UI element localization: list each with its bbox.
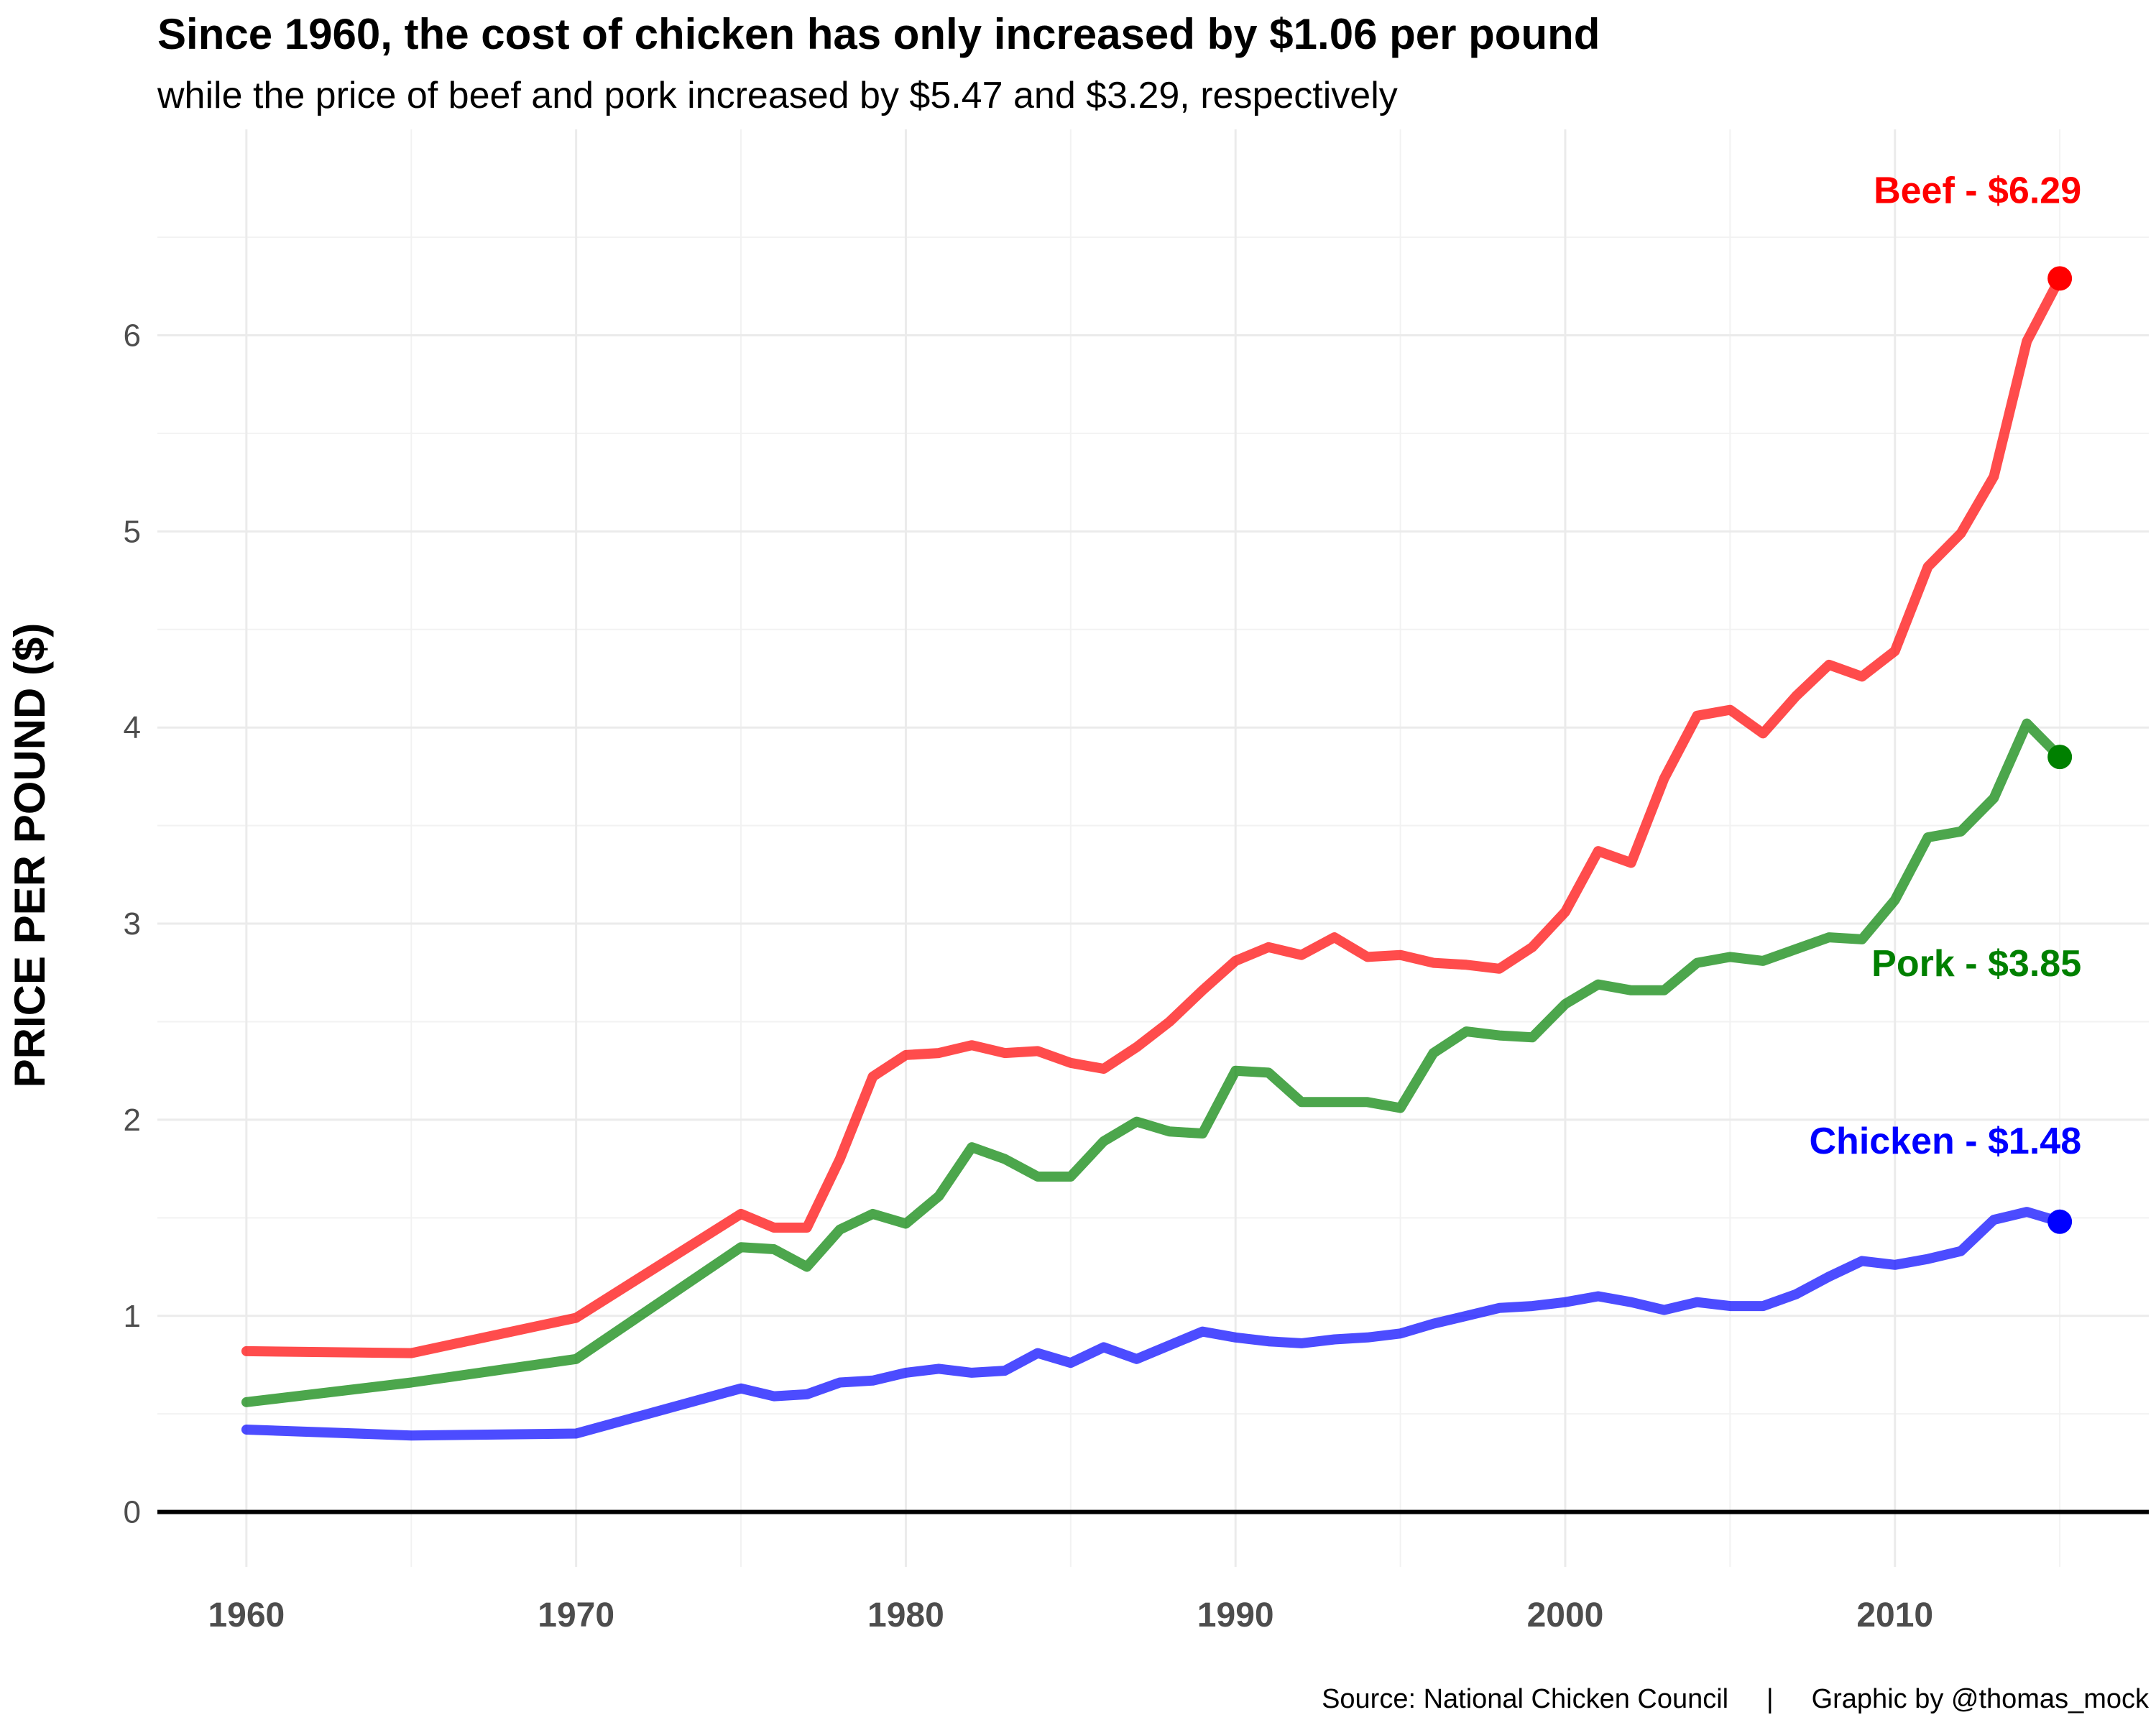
y-tick-label: 5 (124, 514, 141, 549)
series-line-beef (241, 273, 2065, 1358)
chart-caption: Source: National Chicken Council | Graph… (1322, 1684, 2150, 1714)
axes: 0 1 2 3 4 5 6 1960 1970 1980 1990 2000 2010 (124, 318, 2149, 1634)
end-point-chicken (2047, 1209, 2073, 1234)
y-tick-label: 0 (124, 1495, 141, 1530)
y-tick-label: 2 (124, 1103, 141, 1138)
end-label-chicken: Chicken - $1.48 (1810, 1121, 2082, 1162)
y-axis-label: PRICE PER POUND ($) (6, 623, 54, 1088)
series-line-pork (241, 718, 2065, 1407)
end-point-pork (2047, 745, 2073, 770)
x-tick-label: 1980 (867, 1596, 944, 1634)
x-tick-label: 1970 (538, 1596, 614, 1634)
series-line-chicken (241, 1207, 2065, 1441)
end-label-beef: Beef - $6.29 (1874, 170, 2081, 211)
x-tick-label: 1960 (208, 1596, 285, 1634)
y-tick-label: 4 (124, 710, 141, 745)
y-tick-label: 6 (124, 318, 141, 353)
grid (157, 129, 2149, 1567)
x-tick-label: 1990 (1197, 1596, 1274, 1634)
series-lines (241, 266, 2073, 1441)
end-label-pork: Pork - $3.85 (1871, 943, 2081, 985)
x-tick-label: 2000 (1527, 1596, 1604, 1634)
end-labels: Beef - $6.29 Pork - $3.85 Chicken - $1.48 (1810, 170, 2082, 1162)
y-tick-label: 3 (124, 906, 141, 942)
y-tick-label: 1 (124, 1299, 141, 1334)
x-tick-label: 2010 (1856, 1596, 1933, 1634)
chart-title: Since 1960, the cost of chicken has only… (157, 10, 1600, 58)
end-point-beef (2047, 266, 2073, 291)
chart-subtitle: while the price of beef and pork increas… (157, 75, 1398, 116)
